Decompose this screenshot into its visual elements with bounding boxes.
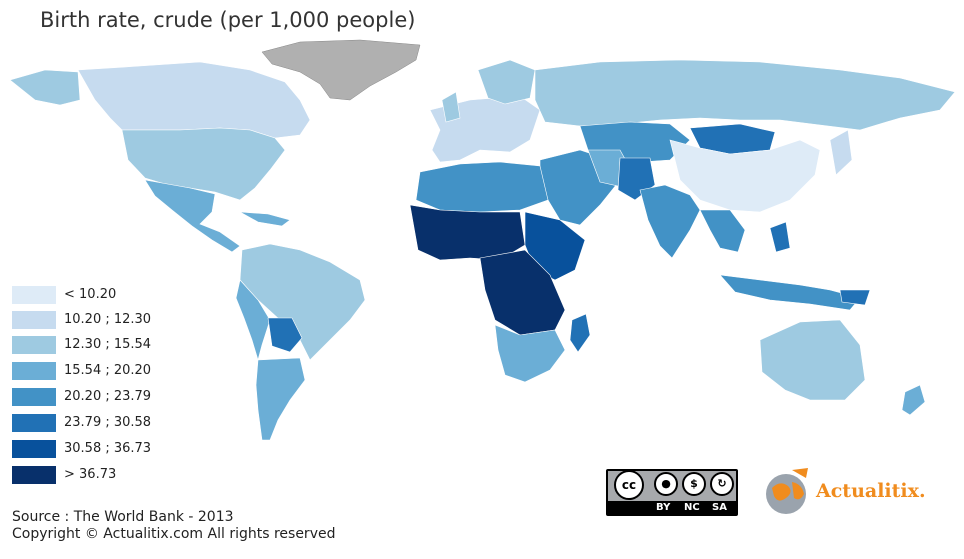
legend-label: 10.20 ; 12.30	[64, 312, 152, 327]
region-west-africa	[409, 204, 526, 261]
region-greenland	[261, 39, 421, 101]
region-japan	[829, 129, 853, 176]
region-scandinavia	[477, 59, 536, 105]
cc-by-label: BY	[656, 502, 671, 513]
cc-license-badge: cc ● $ ↻ BY NC SA	[606, 469, 738, 516]
brand-name-text: Actualitix	[816, 480, 919, 502]
region-south-cone	[255, 357, 306, 441]
legend-label: 12.30 ; 15.54	[64, 337, 152, 352]
region-canada	[77, 61, 311, 139]
region-east-africa	[524, 211, 586, 281]
legend-label: > 36.73	[64, 467, 117, 482]
region-philippines	[769, 221, 791, 253]
legend-swatch	[12, 286, 56, 304]
globe-icon	[766, 468, 808, 514]
share-alike-icon: ↻	[710, 472, 734, 496]
region-china	[669, 139, 821, 213]
legend-label: 20.20 ; 23.79	[64, 389, 152, 404]
region-indonesia	[719, 274, 861, 311]
by-person-icon: ●	[654, 472, 678, 496]
region-usa	[121, 127, 286, 201]
legend-label: 23.79 ; 30.58	[64, 415, 152, 430]
region-southern-africa	[494, 324, 566, 383]
legend-swatch	[12, 466, 56, 484]
region-russia	[534, 59, 956, 131]
actualitix-logo: Actualitix.	[762, 466, 962, 516]
region-bolivia	[267, 317, 303, 353]
brand-name: Actualitix.	[816, 480, 926, 502]
noncommercial-icon: $	[682, 472, 706, 496]
legend-swatch	[12, 362, 56, 380]
region-north-africa	[415, 161, 549, 213]
region-uk	[441, 91, 461, 123]
region-caribbean	[239, 211, 291, 227]
cc-sa-label: SA	[712, 502, 727, 513]
map-title: Birth rate, crude (per 1,000 people)	[40, 8, 416, 32]
source-note: Source : The World Bank - 2013	[12, 509, 234, 525]
legend-label: 30.58 ; 36.73	[64, 441, 152, 456]
legend-swatch	[12, 414, 56, 432]
region-new-zealand	[901, 384, 926, 416]
legend-label: 15.54 ; 20.20	[64, 363, 152, 378]
region-india	[639, 184, 701, 259]
copyright-note: Copyright © Actualitix.com All rights re…	[12, 526, 336, 542]
cc-icon: cc	[614, 470, 644, 500]
brand-dot: .	[918, 480, 926, 502]
cc-nc-label: NC	[684, 502, 700, 513]
region-papua	[839, 289, 871, 306]
region-se-asia	[699, 209, 746, 253]
legend-swatch	[12, 388, 56, 406]
legend-swatch	[12, 336, 56, 354]
region-south-america-north	[239, 243, 366, 361]
region-mexico	[144, 179, 241, 253]
legend-swatch	[12, 440, 56, 458]
region-australia	[759, 319, 866, 401]
region-alaska	[9, 69, 81, 106]
legend-swatch	[12, 311, 56, 329]
region-madagascar	[569, 313, 591, 353]
legend-label: < 10.20	[64, 287, 117, 302]
